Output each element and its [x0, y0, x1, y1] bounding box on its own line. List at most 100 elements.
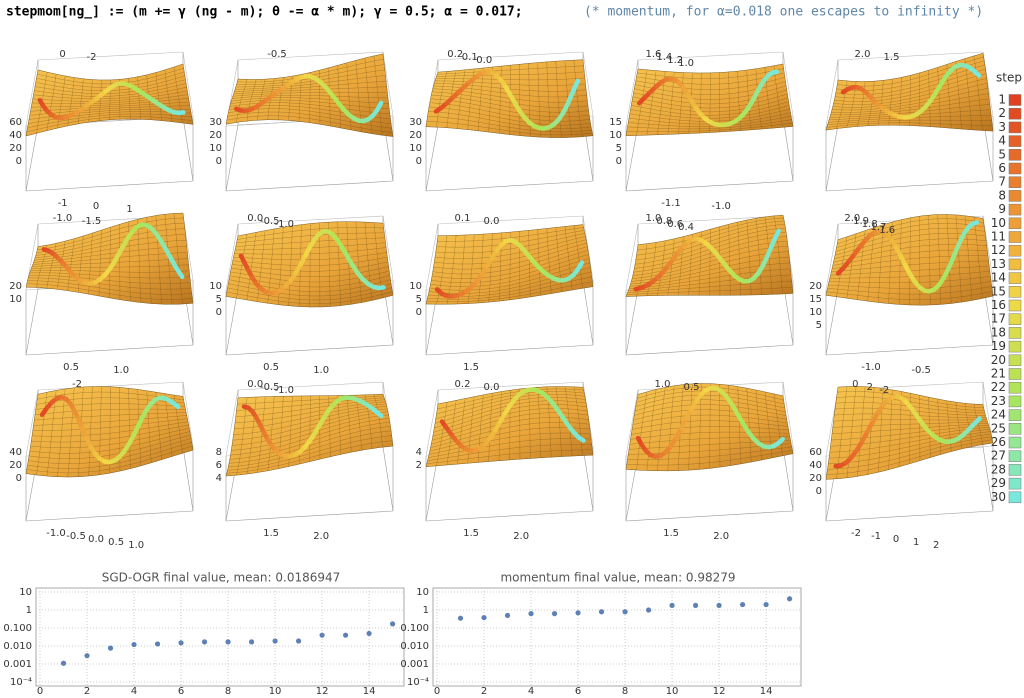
axis-tick-label: 1.0: [655, 379, 671, 390]
legend-label: 20: [991, 353, 1006, 367]
mesh-line: [937, 399, 941, 455]
data-point: [107, 645, 114, 651]
x-tick-label: 12: [713, 686, 726, 697]
z-tick-label: 5: [416, 294, 422, 305]
axis-tick-label: 0: [852, 379, 858, 390]
mesh-line: [328, 67, 331, 127]
mesh-line: [346, 62, 352, 131]
legend-swatch: [1008, 368, 1022, 380]
box-edge: [182, 446, 194, 512]
axis-tick-label: -1: [58, 198, 68, 209]
axis-tick-label: 1.0: [128, 540, 144, 551]
mesh-line: [29, 272, 190, 279]
x-tick-label: 10: [666, 686, 679, 697]
mesh-line: [528, 387, 531, 459]
box-edge: [425, 124, 439, 192]
mesh-line: [137, 389, 141, 466]
data-point: [225, 639, 231, 645]
trajectory: [971, 68, 982, 78]
data-point: [669, 602, 675, 609]
mesh-line: [426, 121, 593, 136]
trajectory: [170, 400, 181, 410]
axis-tick-label: 0.1: [462, 52, 478, 63]
data-point: [131, 641, 137, 648]
mesh-line: [629, 436, 790, 445]
axis-tick-label: 1.5: [884, 52, 900, 63]
mesh-line: [628, 439, 791, 450]
mesh-line: [830, 426, 990, 447]
z-tick-label: 20: [9, 460, 22, 471]
mesh-line: [28, 277, 192, 290]
axis-tick-label: 0.5: [63, 362, 79, 373]
x-tick-label: 8: [622, 686, 628, 697]
mesh-line: [28, 275, 191, 284]
z-tick-label: 0: [416, 156, 422, 167]
mesh-line: [328, 222, 331, 307]
mesh-line: [431, 254, 589, 283]
mesh-line: [155, 72, 162, 121]
mesh-line: [628, 115, 792, 127]
axis-tick-label: 2.0: [313, 531, 329, 542]
data-point: [504, 612, 511, 619]
axis-tick-label: -1.0: [46, 528, 66, 539]
z-tick-label: 0: [16, 473, 22, 484]
axis-tick-label: 0.6: [667, 219, 683, 230]
mesh-line: [826, 291, 993, 300]
data-point: [295, 638, 302, 644]
axis-tick-label: 2: [867, 382, 873, 393]
x-tick-label: 10: [269, 686, 282, 697]
legend-label: 24: [991, 408, 1006, 422]
z-tick-label: 20: [209, 130, 222, 141]
data-point: [645, 607, 652, 613]
mesh-line: [631, 426, 789, 435]
mesh-line: [426, 449, 593, 464]
box-edge: [625, 124, 639, 192]
box-edge: [625, 510, 794, 522]
mesh-line: [546, 228, 552, 294]
mesh-line: [128, 78, 131, 120]
axis-tick-label: -2: [851, 528, 861, 539]
axis-tick-label: -0.5: [911, 365, 931, 376]
surface: [625, 214, 794, 297]
mesh-line: [429, 102, 590, 122]
mesh-line: [528, 63, 531, 137]
z-tick-label: 15: [809, 294, 822, 305]
mesh-line: [628, 268, 791, 289]
mesh-line: [26, 283, 193, 300]
y-tick-label: 0.100: [3, 623, 32, 634]
axis-tick-label: 2.0: [713, 531, 729, 542]
mesh-line: [227, 111, 392, 129]
x-tick-label: 0: [434, 686, 440, 697]
mesh-line: [755, 68, 762, 130]
box-edge: [182, 51, 194, 117]
data-point: [84, 653, 90, 659]
data-point: [739, 601, 746, 608]
surface: [825, 386, 994, 480]
legend-swatch: [1008, 162, 1022, 175]
y-tick-label: 0.010: [3, 641, 32, 652]
box-edge: [225, 510, 394, 522]
z-tick-label: 0: [16, 156, 22, 167]
surface: [25, 212, 194, 305]
box-edge: [425, 223, 439, 291]
mesh-line: [231, 97, 389, 104]
data-point: [716, 602, 722, 609]
mesh-line: [955, 402, 962, 449]
z-tick-label: 40: [9, 130, 22, 141]
box-edge: [225, 223, 239, 291]
axis-tick-label: 0: [93, 201, 99, 212]
box-edge: [382, 215, 394, 281]
legend-label: 6: [998, 161, 1006, 175]
mesh-line: [626, 450, 793, 466]
legend-label: 5: [998, 147, 1006, 161]
plot-frame: [35, 587, 405, 687]
mesh-line: [337, 395, 341, 455]
mesh-line: [728, 224, 731, 296]
mesh-line: [429, 262, 590, 291]
data-point: [248, 639, 255, 645]
mesh-line: [26, 116, 193, 133]
data-point: [481, 614, 487, 621]
legend-swatch: [1008, 258, 1022, 271]
mesh-line: [428, 432, 591, 455]
code-input[interactable]: stepmom[ng_] := (m += γ (ng - m); θ -= α…: [6, 5, 523, 20]
